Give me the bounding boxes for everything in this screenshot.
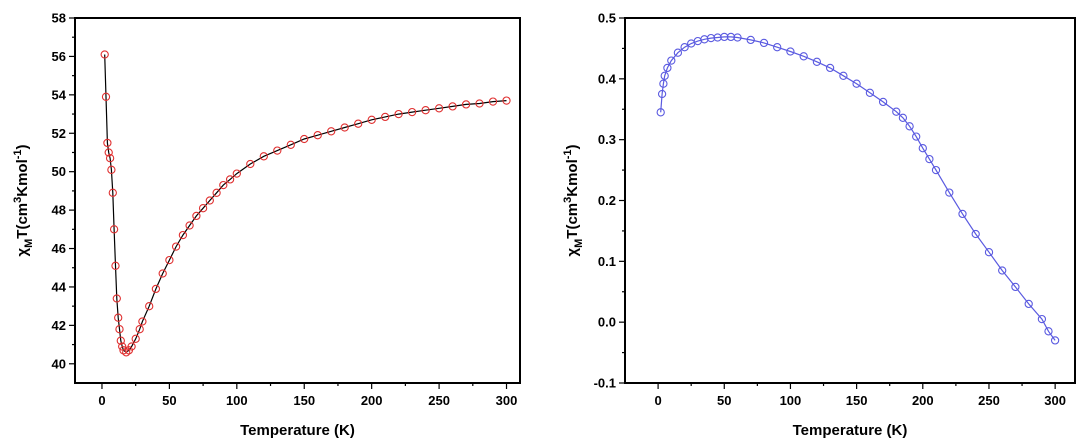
y-tick-label: 0.2: [598, 193, 616, 208]
y-tick-label: 0.5: [598, 11, 616, 26]
chart-1: 0 50 100 150 200 250 300 40 42 44 46 48 50 52 54 56 58 Te…: [12, 11, 520, 440]
y-tick-label: 40: [52, 356, 66, 371]
y-axis-title-part: ): [14, 144, 31, 149]
y-tick-label: 54: [52, 87, 67, 102]
y-tick-label: 46: [52, 241, 66, 256]
y-tick-label: 0.4: [598, 71, 617, 86]
y-axis-title: χMT(cm3Kmol-1): [12, 144, 35, 256]
x-tick-label: 250: [978, 393, 1000, 408]
x-tick-label: 100: [780, 393, 802, 408]
x-tick-label: 300: [496, 393, 518, 408]
y-axis-title-part: T(cm: [564, 203, 581, 239]
y-axis-title: χMT(cm3Kmol-1): [562, 144, 585, 256]
y-tick-label: 0.3: [598, 132, 616, 147]
x-tick-label: 150: [846, 393, 868, 408]
y-axis-title-part: χ: [14, 248, 31, 257]
x-tick-label: 50: [162, 393, 176, 408]
y-tick-label: 0.0: [598, 315, 616, 330]
x-tick-label: 200: [912, 393, 934, 408]
x-tick-label: 0: [654, 393, 661, 408]
series-line: [661, 37, 1055, 341]
y-tick-label: 44: [52, 279, 67, 294]
x-tick-label: 150: [293, 393, 315, 408]
series-line: [105, 55, 507, 353]
y-tick-label: 50: [52, 164, 66, 179]
y-axis-title-part: Kmol: [14, 159, 31, 197]
y-tick-label: 48: [52, 203, 66, 218]
y-axis-title-part: χ: [564, 248, 581, 257]
x-axis-title: Temperature (K): [793, 422, 908, 439]
y-tick-label: 0.1: [598, 254, 616, 269]
x-tick-label: 0: [98, 393, 105, 408]
y-tick-label: -0.1: [594, 376, 616, 391]
y-axis-title-part: Kmol: [564, 159, 581, 197]
y-tick-label: 42: [52, 318, 66, 333]
y-tick-label: 56: [52, 49, 66, 64]
x-tick-label: 200: [361, 393, 383, 408]
y-axis-title-part: ): [564, 144, 581, 149]
y-axis-title-part: M: [573, 239, 585, 248]
y-tick-label: 58: [52, 11, 66, 26]
x-axis-title: Temperature (K): [240, 422, 355, 439]
y-tick-label: 52: [52, 126, 66, 141]
plot-frame: [625, 18, 1075, 383]
y-axis-title-part: -1: [562, 149, 574, 159]
y-axis-title-part: T(cm: [14, 203, 31, 239]
x-tick-label: 50: [717, 393, 731, 408]
chart-2: 0 50 100 150 200 250 300 -0.1 0.0 0.1 0.2 0.3 0.4 0.5…: [562, 11, 1075, 440]
y-axis-title-part: -1: [12, 149, 24, 159]
x-tick-label: 250: [428, 393, 450, 408]
x-tick-label: 300: [1044, 393, 1066, 408]
plot-frame: [75, 18, 520, 383]
y-axis-title-part: M: [23, 239, 35, 248]
x-tick-label: 100: [226, 393, 248, 408]
